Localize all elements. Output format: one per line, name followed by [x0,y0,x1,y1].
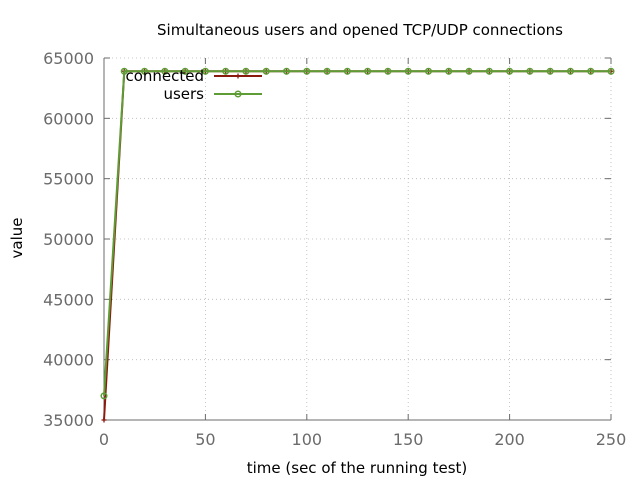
y-tick-label: 60000 [43,109,94,128]
data-point-users [161,67,169,75]
y-tick-label: 65000 [43,49,94,68]
series-line-users [103,70,611,396]
data-point-users [282,67,291,75]
data-point-users [242,67,250,75]
data-point-users [587,67,595,75]
data-point-users [120,67,128,75]
data-point-connected [101,417,107,423]
data-point-users [364,67,372,75]
legend-label-connected: connected [125,67,204,85]
y-axis-label: value [8,218,26,259]
series-connected [101,68,614,423]
data-point-users [566,67,574,75]
data-point-users [100,392,108,400]
data-point-users [445,67,453,75]
x-tick-label: 250 [596,430,627,449]
legend-marker-users [234,90,242,98]
legend-entry-connected: connected [125,67,262,85]
data-point-users [485,67,493,75]
data-point-users [424,67,433,75]
x-axis-label: time (sec of the running test) [247,459,468,477]
data-point-users [506,67,514,75]
data-point-users [607,67,615,75]
data-point-users [465,67,473,75]
legend-label-users: users [163,85,204,103]
data-point-users [201,67,209,75]
legend-marker-connected [235,73,241,79]
data-point-users [343,67,351,75]
data-point-users [384,67,392,75]
data-point-users [303,67,311,75]
y-tick-label: 50000 [43,230,94,249]
y-tick-label: 45000 [43,290,94,309]
series-line-connected [103,70,611,421]
chart-title: Simultaneous users and opened TCP/UDP co… [157,21,563,39]
data-point-users [404,67,412,75]
data-point-users [526,67,534,75]
data-point-users [262,67,270,75]
axes [103,57,612,421]
data-point-users [181,67,189,75]
x-tick-label: 0 [99,430,109,449]
x-tick-label: 200 [494,430,525,449]
y-tick-label: 40000 [43,351,94,370]
legend-entry-users: users [163,85,262,103]
data-point-users [546,67,554,75]
x-tick-label: 100 [292,430,323,449]
x-tick-label: 150 [393,430,424,449]
data-point-users [222,67,230,75]
data-point-users [141,67,149,75]
x-tick-label: 50 [195,430,215,449]
y-tick-label: 35000 [43,411,94,430]
y-tick-label: 55000 [43,170,94,189]
tick-labels: 0 50 100 150 200 250 35000 40000 45000 50000 55000… [43,49,626,449]
series-layer [100,67,615,423]
grid [104,57,612,420]
data-point-users [323,67,331,75]
series-users [100,67,615,400]
